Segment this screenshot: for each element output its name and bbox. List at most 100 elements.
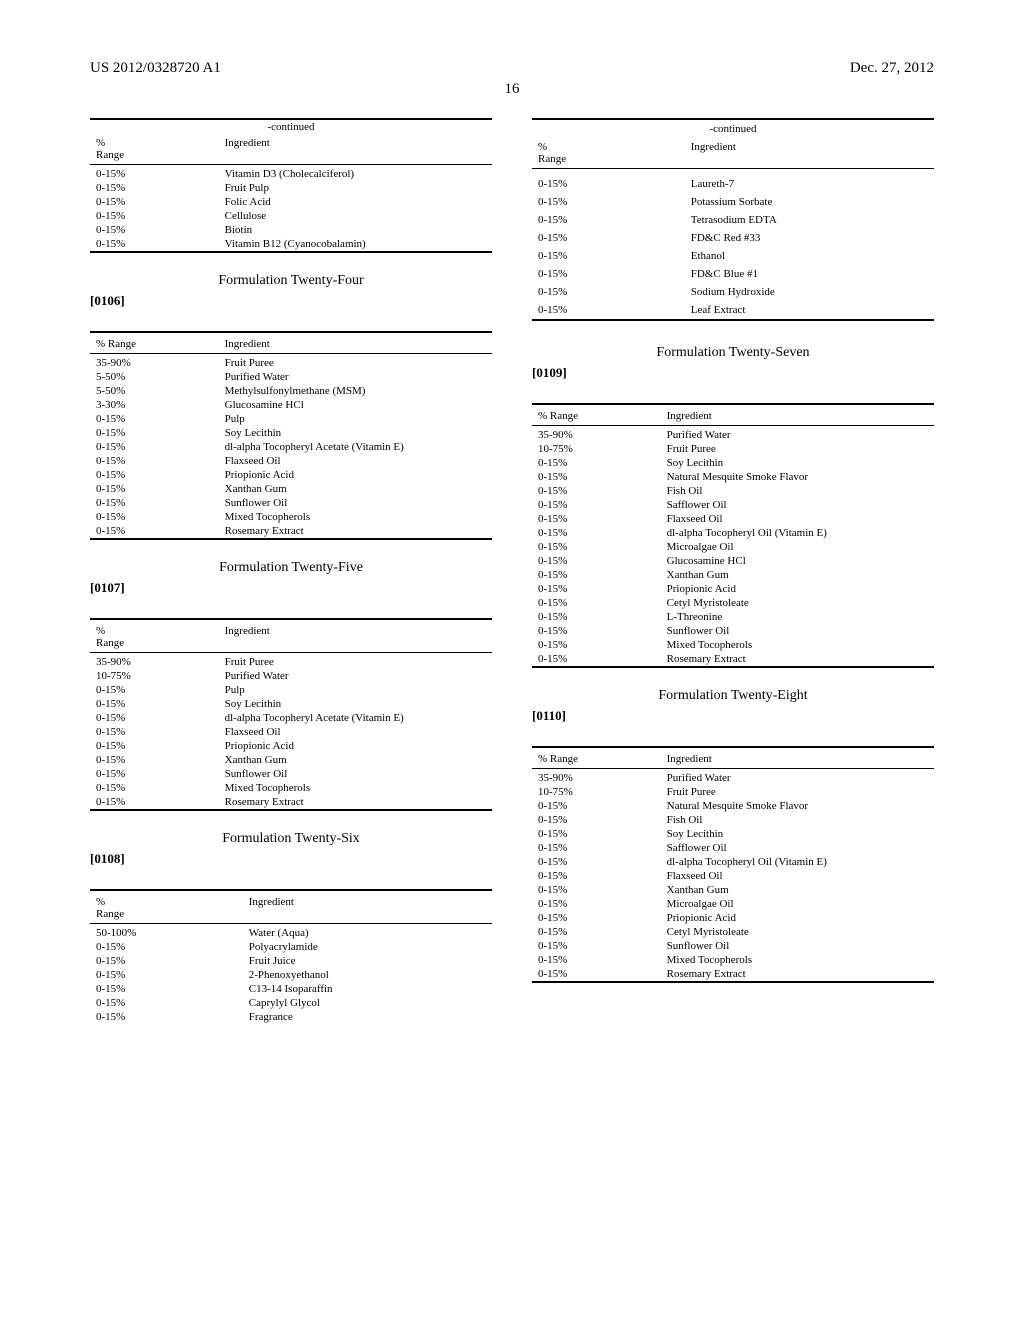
cell-range: 0-15% xyxy=(532,193,685,211)
table-row: 10-75%Purified Water xyxy=(90,669,492,683)
cell-ingredient: Sunflower Oil xyxy=(661,939,934,953)
table-row: 0-15%Laureth-7 xyxy=(532,175,934,193)
cell-ingredient: Fruit Puree xyxy=(219,655,492,669)
table-row: 0-15%Potassium Sorbate xyxy=(532,193,934,211)
cell-range: 0-15% xyxy=(90,440,219,454)
cell-range: 0-15% xyxy=(532,175,685,193)
table-formulation-26-continued: -continued %RangeIngredient 0-15%Laureth… xyxy=(532,118,934,327)
cell-ingredient: Fruit Pulp xyxy=(219,181,492,195)
table-body: 35-90%Purified Water10-75%Fruit Puree0-1… xyxy=(532,771,934,982)
cell-range: 0-15% xyxy=(532,897,661,911)
table-row: 0-15%Xanthan Gum xyxy=(90,753,492,767)
table-row: 0-15%Safflower Oil xyxy=(532,498,934,512)
cell-range: 0-15% xyxy=(90,510,219,524)
cell-ingredient: 2-Phenoxyethanol xyxy=(243,968,492,982)
table-row: 0-15%Natural Mesquite Smoke Flavor xyxy=(532,799,934,813)
cell-ingredient: dl-alpha Tocopheryl Oil (Vitamin E) xyxy=(661,526,934,540)
cell-ingredient: Glucosamine HCl xyxy=(661,554,934,568)
table-row: 0-15%L-Threonine xyxy=(532,610,934,624)
table-formulation-24: % RangeIngredient 35-90%Fruit Puree5-50%… xyxy=(90,331,492,542)
table-row: 0-15%Cellulose xyxy=(90,209,492,223)
cell-range: 0-15% xyxy=(532,967,661,982)
cell-range: 0-15% xyxy=(90,524,219,539)
table-row: 0-15%Soy Lecithin xyxy=(532,827,934,841)
running-header: US 2012/0328720 A1 Dec. 27, 2012 xyxy=(90,60,934,77)
cell-range: 0-15% xyxy=(532,470,661,484)
table-row: 0-15%Fragrance xyxy=(90,1010,492,1024)
cell-range: 35-90% xyxy=(90,356,219,370)
cell-range: 0-15% xyxy=(90,223,219,237)
cell-range: 0-15% xyxy=(90,181,219,195)
formulation-title: Formulation Twenty-Eight xyxy=(532,688,934,704)
continued-label: -continued xyxy=(90,119,492,134)
cell-range: 50-100% xyxy=(90,926,243,940)
table-row: 0-15%Flaxseed Oil xyxy=(532,869,934,883)
table-row: 0-15%Cetyl Myristoleate xyxy=(532,925,934,939)
cell-range: 0-15% xyxy=(90,1010,243,1024)
left-column: -continued %RangeIngredient 0-15%Vitamin… xyxy=(90,118,492,1042)
cell-range: 0-15% xyxy=(532,827,661,841)
cell-range: 35-90% xyxy=(532,428,661,442)
cell-range: 0-15% xyxy=(90,454,219,468)
cell-ingredient: Biotin xyxy=(219,223,492,237)
cell-ingredient: Sunflower Oil xyxy=(219,496,492,510)
paragraph-number: [0110] xyxy=(532,708,934,724)
cell-ingredient: Priopionic Acid xyxy=(661,911,934,925)
table-row: 0-15%FD&C Blue #1 xyxy=(532,265,934,283)
table-row: 0-15%dl-alpha Tocopheryl Acetate (Vitami… xyxy=(90,711,492,725)
table-row: 0-15%Mixed Tocopherols xyxy=(532,638,934,652)
cell-ingredient: dl-alpha Tocopheryl Oil (Vitamin E) xyxy=(661,855,934,869)
table-body: 50-100%Water (Aqua)0-15%Polyacrylamide0-… xyxy=(90,926,492,1024)
cell-ingredient: Water (Aqua) xyxy=(243,926,492,940)
cell-range: 0-15% xyxy=(532,813,661,827)
col-header-ingredient: Ingredient xyxy=(219,335,492,354)
cell-range: 0-15% xyxy=(532,247,685,265)
table-row: 0-15%Priopionic Acid xyxy=(90,739,492,753)
table-row: 0-15%Natural Mesquite Smoke Flavor xyxy=(532,470,934,484)
table-row: 0-15%Xanthan Gum xyxy=(532,883,934,897)
col-header-ingredient: Ingredient xyxy=(219,134,492,165)
col-header-ingredient: Ingredient xyxy=(219,622,492,653)
continued-label: -continued xyxy=(532,119,934,138)
cell-range: 0-15% xyxy=(90,954,243,968)
table-row: 3-30%Glucosamine HCl xyxy=(90,398,492,412)
cell-range: 0-15% xyxy=(90,209,219,223)
table-row: 0-15%Sunflower Oil xyxy=(532,624,934,638)
cell-ingredient: Flaxseed Oil xyxy=(661,869,934,883)
table-row: 0-15%Soy Lecithin xyxy=(90,426,492,440)
table-row: 5-50%Purified Water xyxy=(90,370,492,384)
cell-range: 0-15% xyxy=(532,540,661,554)
cell-range: 0-15% xyxy=(532,596,661,610)
table-row: 0-15%Priopionic Acid xyxy=(532,911,934,925)
cell-ingredient: Purified Water xyxy=(219,370,492,384)
cell-ingredient: Polyacrylamide xyxy=(243,940,492,954)
cell-ingredient: Sodium Hydroxide xyxy=(685,283,934,301)
cell-range: 0-15% xyxy=(532,911,661,925)
cell-ingredient: Sunflower Oil xyxy=(661,624,934,638)
cell-range: 0-15% xyxy=(90,468,219,482)
cell-ingredient: FD&C Blue #1 xyxy=(685,265,934,283)
table-row: 0-15%Mixed Tocopherols xyxy=(90,510,492,524)
cell-ingredient: Potassium Sorbate xyxy=(685,193,934,211)
table-row: 0-15%Polyacrylamide xyxy=(90,940,492,954)
cell-ingredient: Fish Oil xyxy=(661,813,934,827)
cell-range: 0-15% xyxy=(532,939,661,953)
cell-range: 0-15% xyxy=(532,301,685,320)
table-row: 0-15%FD&C Red #33 xyxy=(532,229,934,247)
cell-range: 0-15% xyxy=(532,456,661,470)
cell-ingredient: Microalgae Oil xyxy=(661,897,934,911)
cell-ingredient: Flaxseed Oil xyxy=(661,512,934,526)
cell-ingredient: Tetrasodium EDTA xyxy=(685,211,934,229)
cell-range: 10-75% xyxy=(90,669,219,683)
cell-ingredient: Priopionic Acid xyxy=(661,582,934,596)
table-row: 0-15%Xanthan Gum xyxy=(90,482,492,496)
cell-ingredient: Vitamin B12 (Cyanocobalamin) xyxy=(219,237,492,252)
table-row: 0-15%Fruit Pulp xyxy=(90,181,492,195)
cell-range: 0-15% xyxy=(532,841,661,855)
cell-range: 5-50% xyxy=(90,384,219,398)
table-row: 0-15%Tetrasodium EDTA xyxy=(532,211,934,229)
table-row: 0-15%Flaxseed Oil xyxy=(532,512,934,526)
cell-range: 10-75% xyxy=(532,442,661,456)
paragraph-number: [0109] xyxy=(532,365,934,381)
cell-range: 0-15% xyxy=(532,925,661,939)
